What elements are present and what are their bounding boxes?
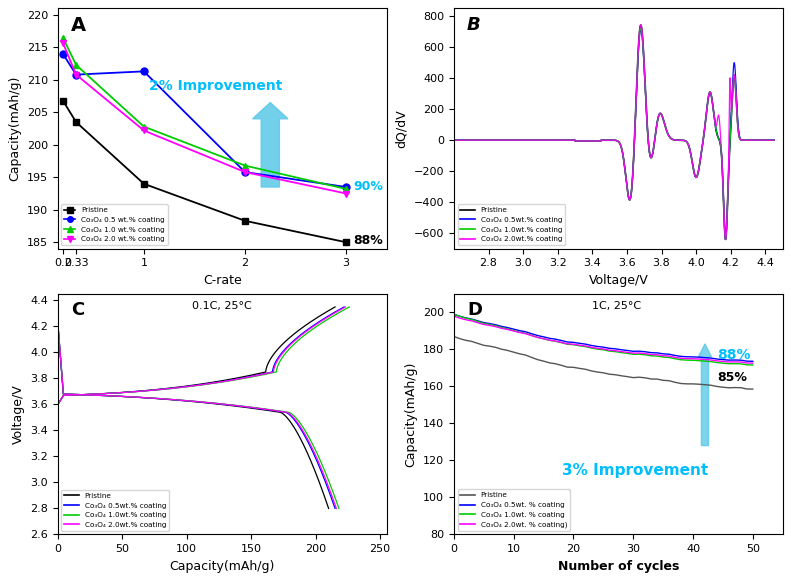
- Text: 85%: 85%: [717, 371, 747, 384]
- Text: D: D: [467, 301, 482, 319]
- Y-axis label: dQ/dV: dQ/dV: [396, 109, 408, 148]
- Text: B: B: [467, 16, 481, 34]
- X-axis label: Number of cycles: Number of cycles: [558, 560, 679, 573]
- Y-axis label: Capacity(mAh/g): Capacity(mAh/g): [404, 361, 418, 467]
- FancyArrow shape: [252, 103, 288, 187]
- Text: 88%: 88%: [354, 234, 383, 246]
- Legend: Pristine, Co₃O₄ 0.5wt. % coating, Co₃O₄ 1.0wt. % coating, Co₃O₄ 2.0wt. % coating: Pristine, Co₃O₄ 0.5wt. % coating, Co₃O₄ …: [457, 489, 570, 531]
- Y-axis label: Capacity(mAh/g): Capacity(mAh/g): [9, 76, 21, 181]
- Text: 1C, 25°C: 1C, 25°C: [592, 301, 642, 311]
- X-axis label: Capacity(mAh/g): Capacity(mAh/g): [169, 560, 275, 573]
- Text: C: C: [71, 301, 85, 319]
- X-axis label: Voltage/V: Voltage/V: [589, 274, 648, 287]
- Text: 0.1C, 25°C: 0.1C, 25°C: [192, 301, 252, 311]
- Text: 2% Improvement: 2% Improvement: [149, 78, 282, 92]
- Legend: Pristine, Co₃O₄ 0.5wt.% coating, Co₃O₄ 1.0wt.% coating, Co₃O₄ 2.0wt.% coating: Pristine, Co₃O₄ 0.5wt.% coating, Co₃O₄ 1…: [62, 490, 169, 531]
- Y-axis label: Voltage/V: Voltage/V: [12, 384, 25, 444]
- Text: 3% Improvement: 3% Improvement: [562, 463, 708, 478]
- Legend: Pristine, Co₃O₄ 0.5wt.% coating, Co₃O₄ 1.0wt.% coating, Co₃O₄ 2.0wt.% coating: Pristine, Co₃O₄ 0.5wt.% coating, Co₃O₄ 1…: [457, 205, 565, 245]
- FancyArrow shape: [698, 344, 712, 446]
- Text: 88%: 88%: [717, 347, 751, 362]
- Legend: Pristine, Co₃O₄ 0.5 wt.% coating, Co₃O₄ 1.0 wt.% coating, Co₃O₄ 2.0 wt.% coating: Pristine, Co₃O₄ 0.5 wt.% coating, Co₃O₄ …: [62, 205, 168, 245]
- X-axis label: C-rate: C-rate: [202, 274, 241, 287]
- Text: 90%: 90%: [354, 180, 383, 193]
- Text: A: A: [71, 16, 86, 34]
